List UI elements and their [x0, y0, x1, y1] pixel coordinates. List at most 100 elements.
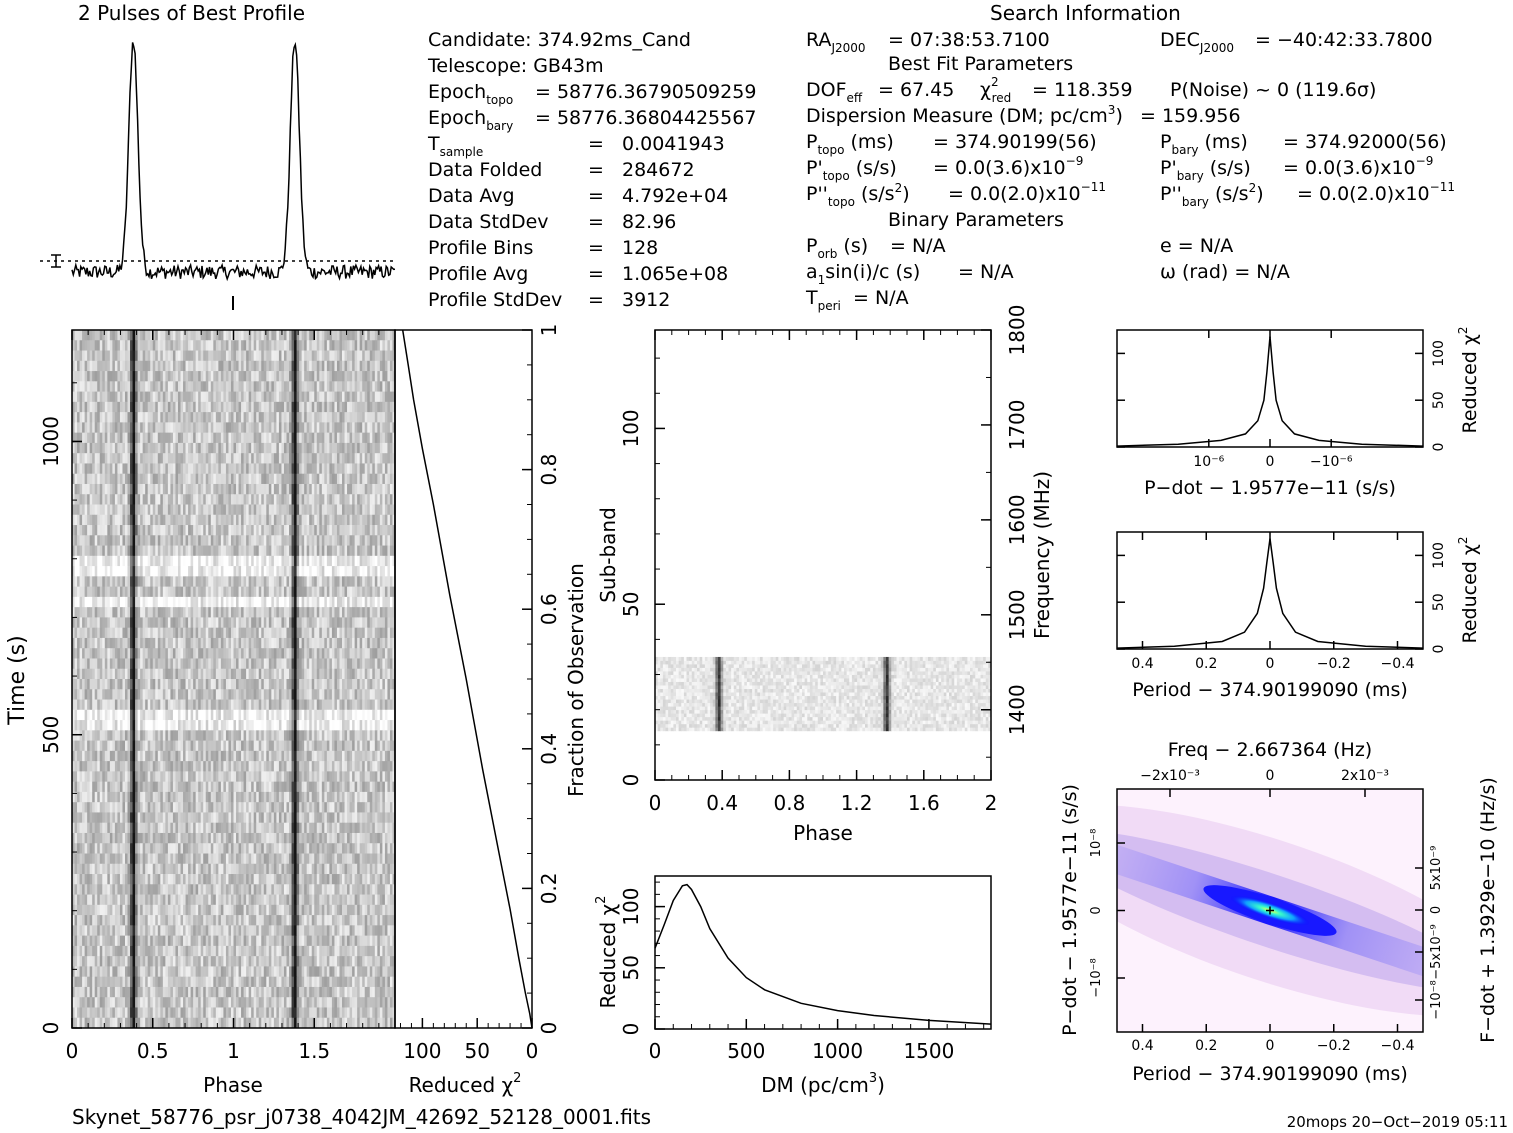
heatmap-cell — [294, 617, 297, 629]
heatmap-cell — [294, 330, 297, 341]
heatmap-cell — [122, 720, 126, 731]
heatmap-cell — [364, 350, 368, 362]
heatmap-cell — [147, 658, 151, 670]
heatmap-cell — [135, 699, 139, 711]
heatmap-cell — [311, 607, 315, 618]
heatmap-cell — [374, 699, 378, 711]
heatmap-cell — [152, 627, 156, 639]
heatmap-cell — [132, 381, 136, 392]
heatmap-cell — [172, 525, 176, 536]
heatmap-cell — [329, 627, 333, 639]
heatmap-cell — [273, 381, 277, 392]
heatmap-cell — [122, 514, 126, 526]
heatmap-cell — [183, 401, 186, 413]
heatmap-cell — [215, 504, 219, 516]
heatmap-cell — [92, 709, 96, 721]
heatmap-cell — [210, 720, 214, 731]
heatmap-cell — [336, 473, 340, 485]
heatmap-cell — [286, 668, 290, 680]
heatmap-cell — [87, 422, 91, 434]
heatmap-cell — [94, 330, 98, 341]
ra-label: RAJ2000 — [806, 29, 866, 55]
heatmap-cell — [152, 381, 156, 392]
heatmap-cell — [117, 504, 121, 516]
heatmap-cell — [294, 412, 297, 423]
heatmap-cell — [253, 709, 257, 721]
heatmap-cell — [281, 535, 285, 546]
heatmap-cell — [344, 381, 348, 392]
heatmap-cell — [109, 648, 113, 659]
heatmap-cell — [339, 617, 343, 629]
heatmap-cell — [167, 679, 171, 690]
heatmap-cell — [99, 689, 103, 700]
heatmap-cell — [102, 360, 106, 372]
heatmap-cell — [220, 596, 224, 608]
heatmap-cell — [183, 391, 186, 403]
heatmap-cell — [193, 412, 197, 423]
heatmap-cell — [384, 463, 388, 475]
heatmap-cell — [389, 545, 393, 557]
heatmap-cell — [188, 679, 191, 690]
heatmap-cell — [246, 340, 250, 351]
heatmap-cell — [77, 412, 80, 423]
heatmap-cell — [278, 463, 282, 475]
heatmap-cell — [180, 391, 184, 403]
heatmap-cell — [233, 648, 237, 659]
heatmap-cell — [193, 720, 197, 731]
heatmap-cell — [281, 360, 285, 372]
heatmap-cell — [294, 648, 297, 659]
heatmap-cell — [299, 679, 303, 690]
heatmap-cell — [326, 330, 330, 341]
heatmap-cell — [183, 473, 186, 485]
heatmap-cell — [329, 371, 333, 382]
heatmap-cell — [357, 381, 361, 392]
heatmap-cell — [281, 350, 285, 362]
heatmap-cell — [210, 555, 214, 567]
heatmap-cell — [147, 401, 151, 413]
heatmap-cell — [291, 330, 295, 341]
heatmap-cell — [190, 514, 194, 526]
heatmap-cell — [238, 494, 242, 505]
heatmap-cell — [89, 442, 93, 454]
heatmap-cell — [102, 391, 106, 403]
heatmap-cell — [89, 391, 93, 403]
heatmap-cell — [150, 596, 154, 608]
heatmap-cell — [289, 689, 292, 700]
heatmap-cell — [140, 607, 144, 618]
heatmap-cell — [177, 463, 181, 475]
heatmap-cell — [228, 668, 232, 680]
heatmap-cell — [183, 422, 186, 434]
heatmap-cell — [127, 637, 131, 649]
heatmap-cell — [324, 360, 328, 372]
heatmap-cell — [92, 566, 96, 577]
heatmap-cell — [331, 637, 335, 649]
heatmap-cell — [200, 360, 204, 372]
heatmap-cell — [195, 401, 199, 413]
heatmap-cell — [243, 422, 247, 434]
heatmap-cell — [124, 720, 128, 731]
heatmap-cell — [336, 525, 340, 536]
heatmap-cell — [261, 617, 265, 629]
heatmap-cell — [152, 350, 156, 362]
heatmap-cell — [344, 401, 348, 413]
heatmap-cell — [243, 473, 247, 485]
heatmap-cell — [157, 360, 161, 372]
heatmap-cell — [377, 381, 381, 392]
heatmap-cell — [359, 525, 363, 536]
heatmap-cell — [92, 453, 96, 464]
heatmap-cell — [364, 617, 368, 629]
heatmap-cell — [104, 658, 108, 670]
heatmap-cell — [72, 699, 75, 711]
heatmap-cell — [266, 525, 270, 536]
heatmap-cell — [137, 576, 141, 588]
heatmap-cell — [162, 668, 166, 680]
heatmap-cell — [359, 586, 363, 598]
heatmap-cell — [334, 330, 338, 341]
heatmap-cell — [236, 617, 239, 629]
heatmap-cell — [218, 371, 222, 382]
heatmap-cell — [89, 545, 93, 557]
heatmap-cell — [344, 453, 348, 464]
heatmap-cell — [329, 668, 333, 680]
heatmap-cell — [301, 566, 305, 577]
heatmap-cell — [246, 381, 250, 392]
